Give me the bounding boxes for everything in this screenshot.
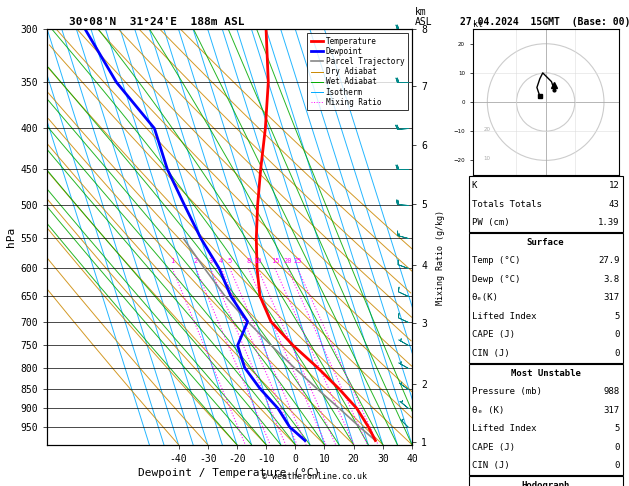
Text: © weatheronline.co.uk: © weatheronline.co.uk bbox=[262, 472, 367, 481]
Text: Mixing Ratio (g/kg): Mixing Ratio (g/kg) bbox=[436, 210, 445, 305]
Text: CIN (J): CIN (J) bbox=[472, 461, 509, 470]
Text: 317: 317 bbox=[603, 294, 620, 302]
Text: Totals Totals: Totals Totals bbox=[472, 200, 542, 208]
Y-axis label: hPa: hPa bbox=[6, 227, 16, 247]
Text: Lifted Index: Lifted Index bbox=[472, 424, 537, 433]
Text: 10: 10 bbox=[484, 156, 491, 161]
Text: 2: 2 bbox=[194, 258, 198, 264]
Text: 5: 5 bbox=[228, 258, 232, 264]
Text: 317: 317 bbox=[603, 406, 620, 415]
Text: 1: 1 bbox=[170, 258, 174, 264]
Text: 12: 12 bbox=[609, 181, 620, 190]
Text: 20: 20 bbox=[283, 258, 292, 264]
Text: 0: 0 bbox=[614, 461, 620, 470]
Text: 25: 25 bbox=[293, 258, 302, 264]
Text: 3: 3 bbox=[208, 258, 213, 264]
Text: 5: 5 bbox=[614, 312, 620, 321]
Text: 43: 43 bbox=[609, 200, 620, 208]
Text: Hodograph: Hodograph bbox=[521, 481, 570, 486]
Text: 27.04.2024  15GMT  (Base: 00): 27.04.2024 15GMT (Base: 00) bbox=[460, 17, 629, 27]
Text: 3.8: 3.8 bbox=[603, 275, 620, 284]
Text: 0: 0 bbox=[614, 349, 620, 358]
Text: kt: kt bbox=[473, 20, 483, 29]
Text: CAPE (J): CAPE (J) bbox=[472, 443, 515, 451]
Text: 10: 10 bbox=[253, 258, 262, 264]
Text: Pressure (mb): Pressure (mb) bbox=[472, 387, 542, 396]
Legend: Temperature, Dewpoint, Parcel Trajectory, Dry Adiabat, Wet Adiabat, Isotherm, Mi: Temperature, Dewpoint, Parcel Trajectory… bbox=[308, 33, 408, 110]
Text: CIN (J): CIN (J) bbox=[472, 349, 509, 358]
Text: 27.9: 27.9 bbox=[598, 257, 620, 265]
Text: CAPE (J): CAPE (J) bbox=[472, 330, 515, 339]
Text: Surface: Surface bbox=[527, 238, 564, 247]
Text: 1.39: 1.39 bbox=[598, 218, 620, 227]
Text: 988: 988 bbox=[603, 387, 620, 396]
Text: θₑ (K): θₑ (K) bbox=[472, 406, 504, 415]
Text: Dewp (°C): Dewp (°C) bbox=[472, 275, 520, 284]
Text: K: K bbox=[472, 181, 477, 190]
Text: 4: 4 bbox=[219, 258, 223, 264]
Text: km
ASL: km ASL bbox=[415, 7, 433, 27]
Text: Lifted Index: Lifted Index bbox=[472, 312, 537, 321]
Text: 15: 15 bbox=[270, 258, 279, 264]
Text: Most Unstable: Most Unstable bbox=[511, 369, 581, 378]
Text: 0: 0 bbox=[614, 330, 620, 339]
Text: Temp (°C): Temp (°C) bbox=[472, 257, 520, 265]
Text: 8: 8 bbox=[247, 258, 250, 264]
Text: 30°08'N  31°24'E  188m ASL: 30°08'N 31°24'E 188m ASL bbox=[69, 17, 245, 27]
Text: PW (cm): PW (cm) bbox=[472, 218, 509, 227]
X-axis label: Dewpoint / Temperature (°C): Dewpoint / Temperature (°C) bbox=[138, 468, 321, 478]
Text: 5: 5 bbox=[614, 424, 620, 433]
Text: θₑ(K): θₑ(K) bbox=[472, 294, 499, 302]
Text: 0: 0 bbox=[614, 443, 620, 451]
Text: 20: 20 bbox=[484, 127, 491, 132]
